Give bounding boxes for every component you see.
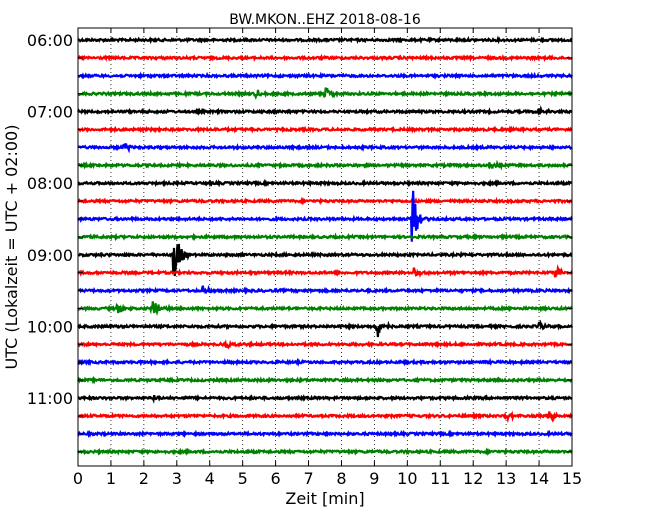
x-tick-label: 0 xyxy=(73,469,83,488)
trace-0645 xyxy=(77,87,573,101)
x-tick-label: 8 xyxy=(336,469,346,488)
y-axis-ticks: 06:00 07:00 08:00 09:00 10:00 11:00 xyxy=(27,31,572,453)
trace-1045 xyxy=(76,375,573,385)
y-tick-label: 08:00 xyxy=(27,174,73,193)
x-tick-label: 5 xyxy=(238,469,248,488)
x-tick-label: 12 xyxy=(463,469,483,488)
trace-0915 xyxy=(77,264,573,278)
trace-1015 xyxy=(77,339,573,350)
trace-1030 xyxy=(77,357,573,367)
y-tick-label: 10:00 xyxy=(27,317,73,336)
x-tick-label: 3 xyxy=(172,469,182,488)
trace-0815 xyxy=(77,196,573,206)
x-tick-label: 9 xyxy=(369,469,379,488)
trace-0700 xyxy=(77,105,573,116)
trace-0945 xyxy=(76,301,574,317)
trace-0730 xyxy=(77,143,573,154)
y-tick-label: 09:00 xyxy=(27,246,73,265)
chart-title: BW.MKON..EHZ 2018-08-16 xyxy=(229,12,421,28)
trace-0845 xyxy=(77,232,573,242)
y-tick-label: 11:00 xyxy=(27,389,73,408)
x-tick-label: 6 xyxy=(271,469,281,488)
trace-0800 xyxy=(77,178,573,188)
trace-1145 xyxy=(77,447,573,456)
x-tick-label: 4 xyxy=(205,469,215,488)
seismic-traces xyxy=(76,35,574,456)
x-tick-label: 2 xyxy=(139,469,149,488)
trace-1000 xyxy=(77,319,574,338)
trace-0900 xyxy=(77,243,573,277)
x-tick-label: 11 xyxy=(430,469,450,488)
trace-0715 xyxy=(77,125,573,134)
y-axis-label: UTC (Lokalzeit = UTC + 02:00) xyxy=(2,125,21,370)
trace-0600 xyxy=(77,35,573,45)
trace-1100 xyxy=(77,393,573,404)
trace-1115 xyxy=(77,410,573,424)
x-tick-label: 15 xyxy=(562,469,582,488)
trace-0630 xyxy=(77,71,573,80)
x-tick-label: 14 xyxy=(529,469,549,488)
trace-0615 xyxy=(77,53,573,63)
x-tick-label: 13 xyxy=(496,469,516,488)
x-tick-label: 1 xyxy=(106,469,116,488)
trace-0930 xyxy=(77,284,573,296)
plot-frame xyxy=(77,27,573,467)
x-tick-label: 7 xyxy=(303,469,313,488)
trace-1130 xyxy=(77,429,573,439)
x-axis-label: Zeit [min] xyxy=(285,489,364,508)
y-tick-label: 07:00 xyxy=(27,103,73,122)
y-tick-label: 06:00 xyxy=(27,31,73,50)
trace-0745 xyxy=(77,159,574,171)
x-axis-ticks: 0 1 2 3 4 5 6 7 8 9 10 11 12 13 14 15 xyxy=(73,28,582,488)
trace-0830 xyxy=(77,190,573,242)
x-tick-label: 10 xyxy=(397,469,417,488)
